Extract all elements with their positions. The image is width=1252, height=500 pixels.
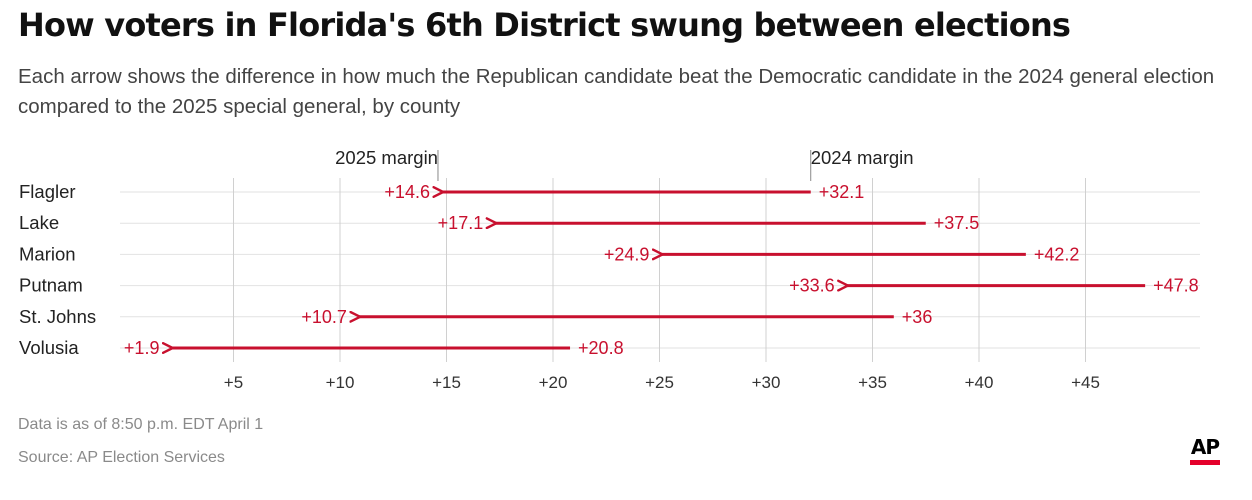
chart-subtitle: Each arrow shows the difference in how m…: [18, 65, 1215, 118]
county-label: St. Johns: [19, 306, 96, 327]
source-note: Source: AP Election Services: [18, 449, 225, 466]
county-label: Lake: [19, 212, 59, 233]
ap-logo-bar: [1190, 460, 1220, 465]
x-tick-label: +20: [539, 373, 568, 392]
margin-2025-label: +14.6: [384, 182, 430, 202]
margin-2024-label: +32.1: [819, 182, 865, 202]
x-tick-label: +45: [1071, 373, 1100, 392]
x-tick-label: +25: [645, 373, 674, 392]
margin-2025-label: +1.9: [124, 338, 160, 358]
margin-2024-label: +42.2: [1034, 244, 1080, 264]
x-tick-label: +10: [326, 373, 355, 392]
x-tick-label: +40: [965, 373, 994, 392]
margin-2024-label: +36: [902, 307, 933, 327]
x-tick-label: +30: [752, 373, 781, 392]
margin-2024-label: +37.5: [934, 213, 980, 233]
legend-2024-margin: 2024 margin: [811, 147, 914, 168]
ap-logo: AP: [1190, 436, 1220, 465]
data-timestamp-note: Data is as of 8:50 p.m. EDT April 1: [18, 416, 264, 433]
arrow-chart: +5 +10 +15 +20 +25 +30 +35 +40 +45 Flagler Lake Mar…: [19, 147, 1200, 392]
margin-2025-label: +10.7: [301, 307, 347, 327]
county-label: Marion: [19, 243, 76, 264]
margin-2025-label: +17.1: [438, 213, 484, 233]
margin-2024-label: +20.8: [578, 338, 624, 358]
county-label: Volusia: [19, 337, 79, 358]
county-label: Putnam: [19, 275, 83, 296]
x-tick-label: +5: [224, 373, 243, 392]
county-label: Flagler: [19, 181, 76, 202]
margin-2024-label: +47.8: [1153, 276, 1199, 296]
margin-2025-label: +24.9: [604, 244, 650, 264]
x-tick-label: +35: [858, 373, 887, 392]
ap-logo-text: AP: [1190, 435, 1220, 459]
chart-title: How voters in Florida's 6th District swu…: [18, 6, 1071, 44]
margin-2025-label: +33.6: [789, 276, 835, 296]
x-tick-label: +15: [432, 373, 461, 392]
legend-2025-margin: 2025 margin: [335, 147, 438, 168]
